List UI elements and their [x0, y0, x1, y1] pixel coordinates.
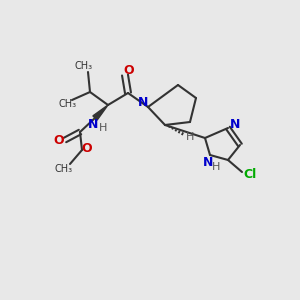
Text: CH₃: CH₃ [59, 99, 77, 109]
Text: N: N [88, 118, 98, 130]
Text: O: O [54, 134, 64, 146]
Text: N: N [230, 118, 240, 131]
Polygon shape [93, 105, 108, 120]
Text: H: H [212, 162, 220, 172]
Text: H: H [186, 132, 194, 142]
Text: O: O [124, 64, 134, 77]
Text: N: N [138, 95, 148, 109]
Text: O: O [82, 142, 92, 154]
Text: N: N [203, 157, 213, 169]
Text: H: H [99, 123, 107, 133]
Text: CH₃: CH₃ [75, 61, 93, 71]
Text: Cl: Cl [243, 167, 256, 181]
Text: CH₃: CH₃ [55, 164, 73, 174]
